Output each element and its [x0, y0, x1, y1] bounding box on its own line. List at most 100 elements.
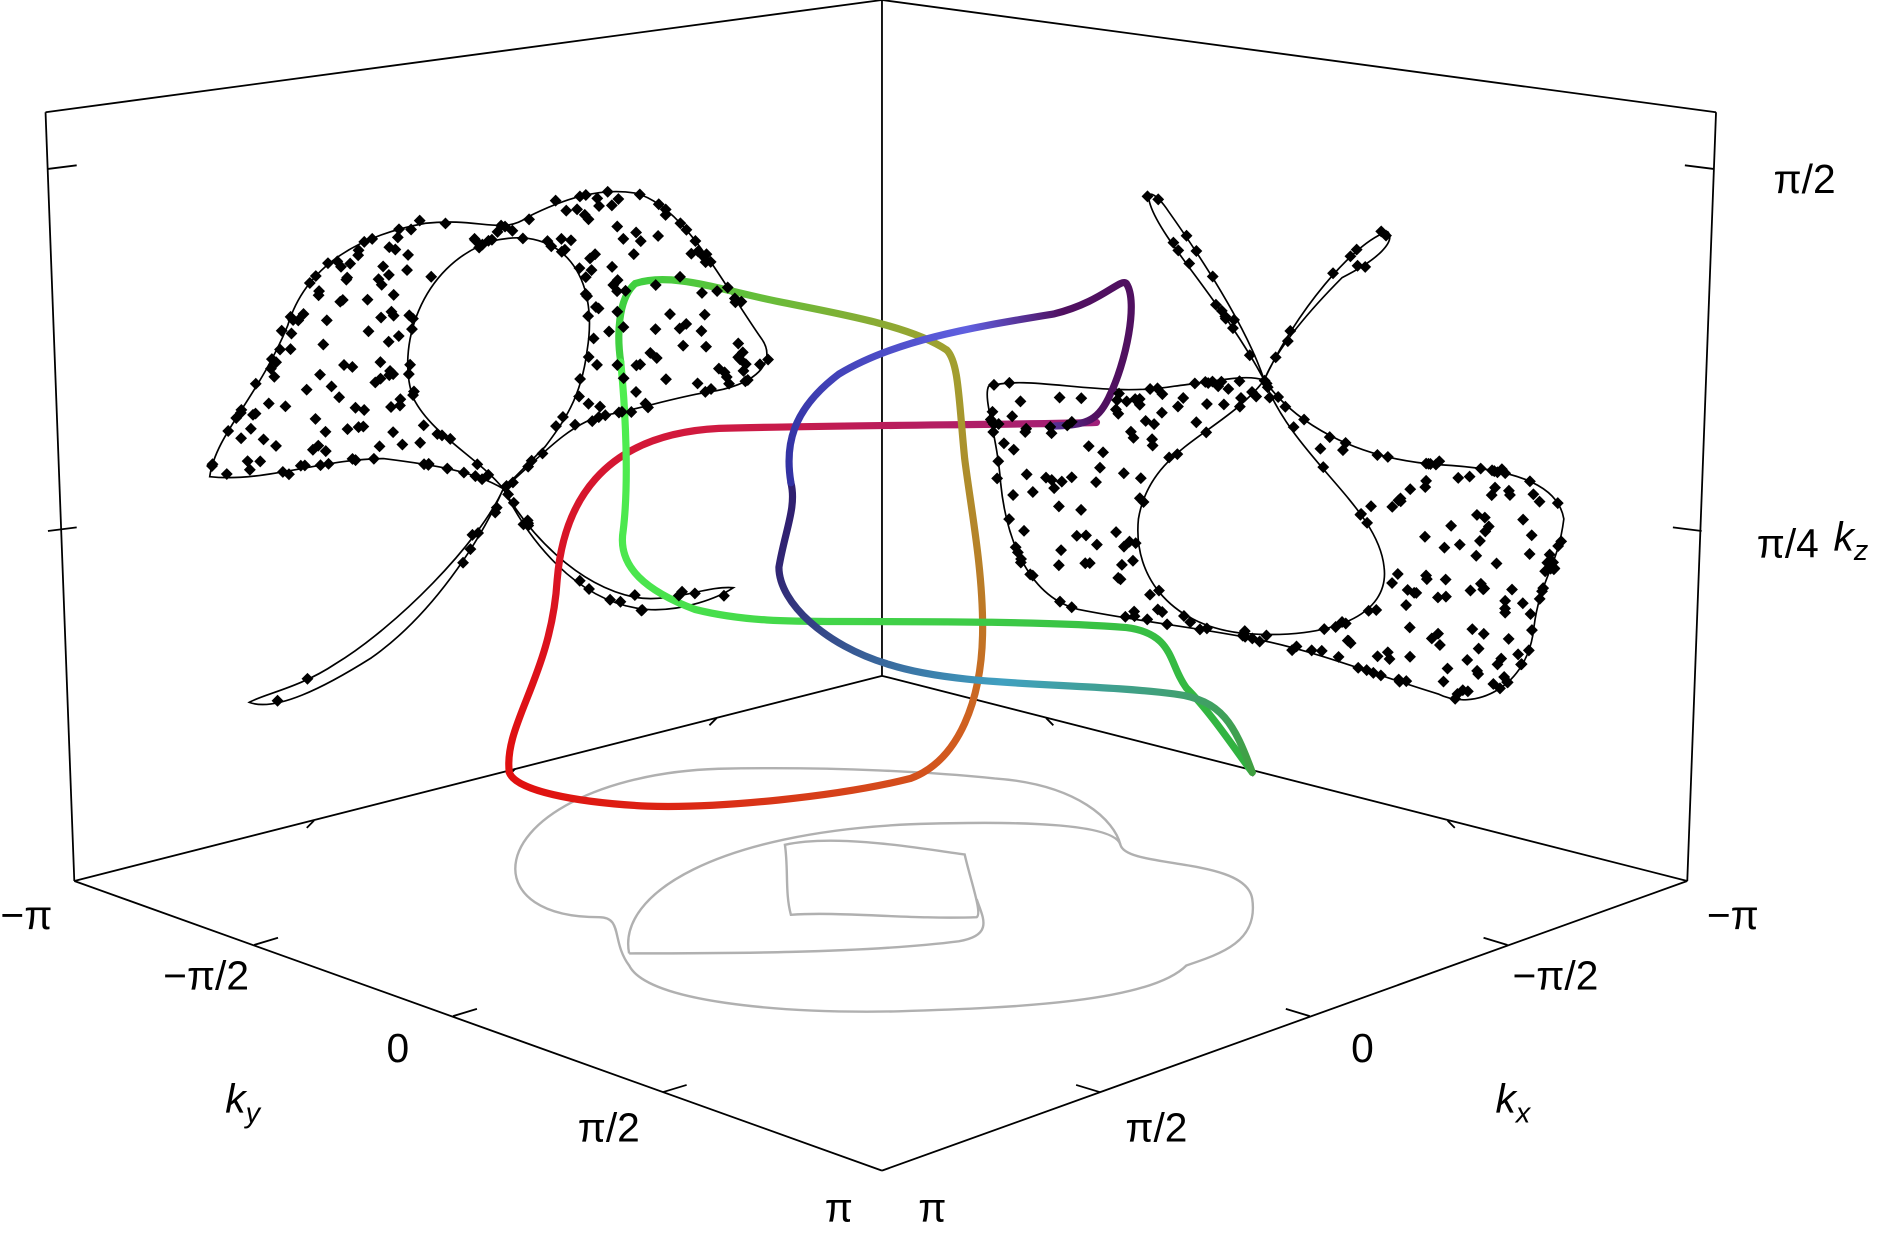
sample-point	[373, 440, 386, 453]
sample-point	[222, 425, 235, 437]
sample-point	[375, 311, 387, 324]
sample-point	[1490, 557, 1503, 570]
sample-point	[325, 380, 338, 393]
sample-point	[387, 426, 400, 439]
sample-point	[1188, 377, 1201, 390]
sample-point	[439, 217, 452, 230]
sample-point	[1054, 595, 1066, 608]
sample-point	[1190, 416, 1203, 429]
sample-point	[284, 343, 297, 356]
sample-point	[1461, 685, 1474, 698]
sample-point	[1144, 383, 1157, 395]
sample-point	[257, 433, 270, 446]
sample-point	[1323, 431, 1336, 444]
kx-axis-label: kx	[1496, 1076, 1532, 1130]
knot-segment	[505, 346, 987, 811]
sample-point	[630, 385, 642, 398]
floor-projection	[514, 767, 1255, 1013]
sample-point	[591, 192, 604, 205]
sample-point	[457, 556, 469, 569]
sample-point	[235, 403, 248, 416]
knot	[505, 276, 1256, 811]
sample-point	[634, 358, 647, 371]
sample-point	[1339, 436, 1352, 449]
sample-point	[241, 455, 254, 468]
sample-point	[604, 593, 617, 606]
axis-subscript: z	[1853, 535, 1869, 567]
sample-point	[507, 476, 519, 489]
sample-point	[349, 401, 362, 414]
sample-point	[1365, 500, 1377, 513]
sample-point	[1228, 313, 1240, 326]
sample-point	[1536, 585, 1548, 598]
sample-point	[1420, 474, 1433, 487]
sample-point	[422, 457, 435, 470]
ky-tick-label: 0	[387, 1025, 410, 1071]
sample-point	[617, 372, 630, 385]
axes-box	[44, 0, 1717, 1172]
sample-point	[254, 455, 267, 468]
sample-point	[1305, 644, 1318, 657]
sample-point	[1261, 381, 1274, 394]
sample-point	[1127, 554, 1139, 567]
sample-point	[317, 338, 330, 351]
knot-segment	[505, 418, 1101, 776]
sample-point	[1144, 588, 1156, 601]
sample-point	[611, 305, 624, 318]
sample-point	[441, 462, 454, 475]
sample-point	[695, 325, 708, 337]
sample-point	[1341, 634, 1354, 647]
sample-point	[582, 351, 595, 363]
sample-point	[1286, 644, 1299, 657]
sample-point	[1350, 243, 1363, 256]
sample-point	[243, 463, 256, 476]
sample-point	[1438, 541, 1451, 554]
wall-curve	[406, 237, 591, 491]
sample-point	[1473, 534, 1486, 547]
sample-point	[619, 284, 632, 297]
sample-point	[1472, 642, 1485, 655]
sample-point	[1055, 475, 1068, 488]
sample-point	[1020, 468, 1033, 481]
sample-point	[560, 204, 573, 217]
knot-segment	[617, 358, 1256, 776]
sample-point	[1489, 481, 1501, 494]
sample-point	[1470, 549, 1483, 562]
sample-point	[502, 488, 515, 501]
sample-point	[1501, 676, 1514, 689]
sample-point	[1551, 497, 1564, 510]
knot-segment	[775, 479, 1256, 776]
sample-point	[1445, 519, 1458, 532]
sample-point	[642, 401, 654, 414]
sample-point	[362, 325, 375, 338]
sample-point	[457, 466, 470, 479]
sample-point	[385, 401, 397, 413]
sample-point	[393, 223, 405, 236]
sample-point	[1180, 229, 1193, 242]
sample-point	[1516, 597, 1529, 610]
sample-point	[550, 420, 562, 433]
sample-point	[1200, 426, 1213, 439]
sample-point	[1367, 666, 1380, 679]
sample-point	[387, 368, 400, 381]
sample-point	[516, 232, 529, 245]
sample-point	[582, 310, 595, 323]
sample-point	[1120, 395, 1133, 408]
sample-point	[1393, 675, 1406, 688]
sample-point	[555, 232, 568, 245]
sample-point	[691, 377, 704, 390]
sample-point	[1523, 548, 1536, 560]
sample-point	[587, 332, 600, 345]
sample-point	[1269, 351, 1282, 364]
sample-point	[402, 248, 415, 261]
sample-point	[986, 405, 999, 418]
sample-point	[344, 257, 357, 270]
sample-point	[1477, 583, 1490, 596]
sample-point	[1090, 538, 1103, 551]
sample-point	[1097, 446, 1109, 459]
sample-point	[1007, 489, 1020, 501]
sample-point	[718, 589, 730, 602]
sample-point	[1464, 584, 1477, 597]
sample-point	[522, 517, 535, 530]
sample-point	[1139, 414, 1152, 427]
